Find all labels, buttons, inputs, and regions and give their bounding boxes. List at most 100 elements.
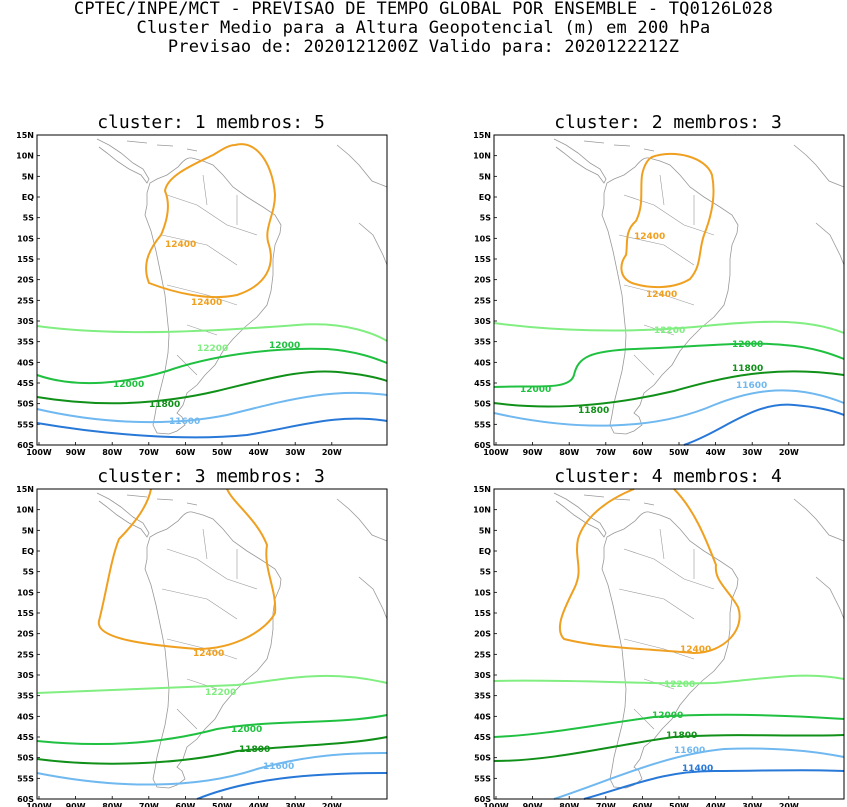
map-border xyxy=(493,134,845,446)
lon-tick-label: 40W xyxy=(706,448,726,457)
lat-tick-label: 55S xyxy=(474,420,491,429)
lon-tick-label: 50W xyxy=(669,448,689,457)
lat-tick-label: 25S xyxy=(17,650,34,659)
cluster-number: 3 xyxy=(194,466,206,487)
contour-12000 xyxy=(36,714,388,746)
lat-tick-label: EQ xyxy=(479,547,491,556)
contour-label-11800: 11800 xyxy=(666,731,697,741)
contour-label-12400: 12400 xyxy=(165,240,196,250)
lat-tick-label: 15S xyxy=(17,609,34,618)
lat-tick-label: 30S xyxy=(17,671,34,680)
contour-label-12200: 12200 xyxy=(197,344,228,354)
lon-tick-label: 70W xyxy=(596,448,616,457)
lat-tick-label: 15S xyxy=(474,609,491,618)
lon-tick-label: 100W xyxy=(26,448,52,457)
contour-label-12000: 12000 xyxy=(732,340,763,350)
panel-cluster-4: cluster: 4 membros: 4 15N 10N 5N EQ 5S 10S 15S… xyxy=(473,466,847,807)
lon-tick-label: 30W xyxy=(285,448,305,457)
map-frame: 15N 10N 5N EQ 5S 10S 15S 20S 25S 30S 35S 40S 45S 50S 5… xyxy=(473,485,845,807)
lon-tick-label: 100W xyxy=(483,448,509,457)
contour-12400 xyxy=(145,143,277,299)
contour-label-12400: 12400 xyxy=(191,298,222,308)
contour-11400 xyxy=(196,772,388,800)
lat-tick-label: 10S xyxy=(474,234,491,243)
lat-tick-label: 40S xyxy=(474,358,491,367)
lon-tick-label: 60W xyxy=(175,448,195,457)
lat-tick-label: 25S xyxy=(474,296,491,305)
contour-12000 xyxy=(493,713,845,738)
contour-11600 xyxy=(36,391,388,424)
contour-label-12000: 12000 xyxy=(652,711,683,721)
cluster-number: 4 xyxy=(651,466,663,487)
central-america-coast xyxy=(553,492,607,538)
longitude-axis: 100W 90W 80W 70W 60W 50W 40W 30W 20W xyxy=(26,796,342,807)
contour-label-11800: 11800 xyxy=(732,364,763,374)
longitude-axis: 100W 90W 80W 70W 60W 50W 40W 30W 20W xyxy=(483,442,799,457)
contour-label-11600: 11600 xyxy=(674,746,705,756)
lon-tick-label: 40W xyxy=(249,448,269,457)
africa-coast xyxy=(793,144,845,266)
lat-tick-label: 15N xyxy=(16,131,34,140)
central-america-coast xyxy=(553,138,607,184)
map-border xyxy=(36,488,388,800)
lat-tick-label: 45S xyxy=(17,733,34,742)
lat-tick-label: 10S xyxy=(17,588,34,597)
contour-12200 xyxy=(493,674,845,685)
lat-tick-label: 30S xyxy=(17,317,34,326)
contour-label-11800: 11800 xyxy=(149,400,180,410)
lat-tick-label: 40S xyxy=(474,712,491,721)
longitude-axis: 100W 90W 80W 70W 60W 50W 40W 30W 20W xyxy=(26,442,342,457)
map-frame: 15N 10N 5N EQ 5S 10S 15S 20S 25S 30S 35S 40S 45S 50S 5… xyxy=(16,131,388,457)
contour-11600 xyxy=(493,389,845,427)
lat-tick-label: 10N xyxy=(16,506,34,515)
lat-tick-label: 20S xyxy=(474,276,491,285)
lat-tick-label: 15N xyxy=(473,485,491,494)
lon-tick-label: 20W xyxy=(322,448,342,457)
lat-tick-label: 10N xyxy=(473,152,491,161)
lat-tick-label: 55S xyxy=(474,774,491,783)
lat-tick-label: 40S xyxy=(17,712,34,721)
contour-label-11800: 11800 xyxy=(239,745,270,755)
africa-coast xyxy=(336,498,388,620)
lat-tick-label: 5N xyxy=(479,526,491,535)
contour-label-12400: 12400 xyxy=(680,645,711,655)
lat-tick-label: 50S xyxy=(474,400,491,409)
lat-tick-label: 60S xyxy=(17,441,34,450)
contour-12400 xyxy=(97,488,277,651)
contour-label-12200: 12200 xyxy=(664,680,695,690)
lat-tick-label: 35S xyxy=(17,338,34,347)
lon-tick-label: 30W xyxy=(742,448,762,457)
contour-12200 xyxy=(36,323,388,342)
caribbean-islands xyxy=(126,140,198,152)
contour-label-12000: 12000 xyxy=(520,385,551,395)
panel-title: cluster: 1 membros: 5 xyxy=(97,112,325,133)
lat-tick-label: 45S xyxy=(474,379,491,388)
members-count: 3 xyxy=(770,112,782,133)
contour-label-12200: 12200 xyxy=(205,688,236,698)
panel-title: cluster: 2 membros: 3 xyxy=(554,112,782,133)
latitude-axis: 15N 10N 5N EQ 5S 10S 15S 20S 25S 30S 35S 40S 45S 50S 5… xyxy=(473,131,497,450)
lat-tick-label: 50S xyxy=(17,754,34,763)
lat-tick-label: 60S xyxy=(474,441,491,450)
south-america-coast xyxy=(601,157,739,435)
lon-tick-label: 90W xyxy=(523,448,543,457)
contour-label-11600: 11600 xyxy=(736,381,767,391)
contour-label-12000: 12000 xyxy=(231,725,262,735)
header-dates: Previsao de: 2020121200Z Valido para: 20… xyxy=(167,37,680,57)
figure-header: CPTEC/INPE/MCT - PREVISAO DE TEMPO GLOBA… xyxy=(0,0,847,57)
map-frame: 15N 10N 5N EQ 5S 10S 15S 20S 25S 30S 35S 40S 45S 50S 5… xyxy=(473,131,845,457)
contour-11800 xyxy=(493,370,845,408)
panel-cluster-3: cluster: 3 membros: 3 15N 10N 5N EQ 5S 10S 15S… xyxy=(16,466,437,807)
lat-tick-label: 5S xyxy=(23,568,35,577)
contour-12000 xyxy=(493,342,845,388)
south-america-coast xyxy=(144,511,282,789)
lat-tick-label: 5S xyxy=(480,214,492,223)
central-america-coast xyxy=(96,138,150,184)
members-count: 4 xyxy=(770,466,782,487)
lat-tick-label: 5N xyxy=(22,526,34,535)
contour-11800 xyxy=(493,734,845,762)
contour-label-12200: 12200 xyxy=(654,326,685,336)
contour-11800 xyxy=(36,736,388,765)
lat-tick-label: 5S xyxy=(480,568,492,577)
lat-tick-label: 20S xyxy=(474,630,491,639)
